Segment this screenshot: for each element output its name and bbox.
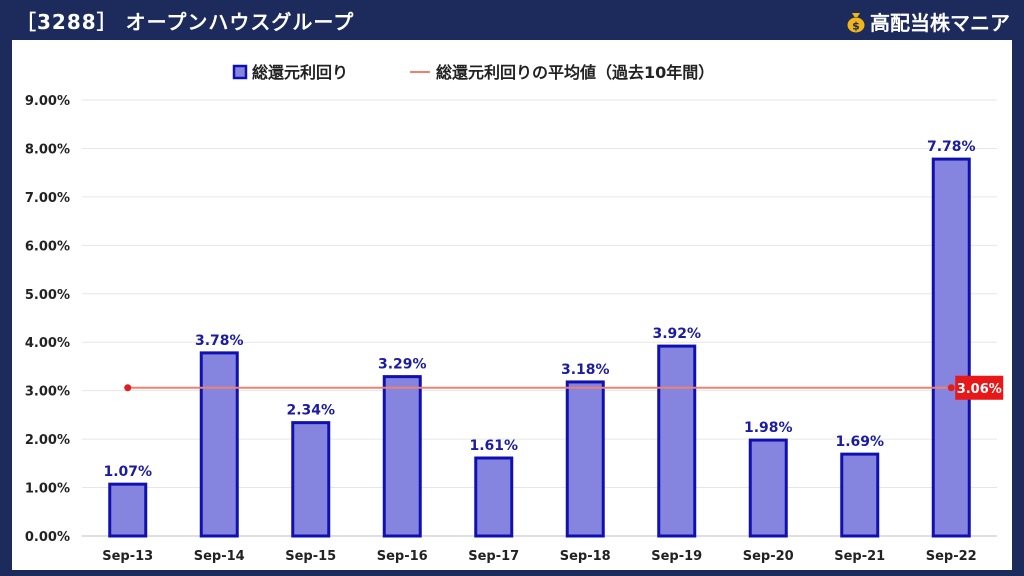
bar xyxy=(199,351,239,538)
bar xyxy=(382,375,422,538)
bar xyxy=(840,452,880,538)
bar xyxy=(291,421,331,538)
bar xyxy=(108,482,148,538)
average-marker xyxy=(124,384,132,392)
data-label: 1.61% xyxy=(469,438,518,454)
x-tick-label: Sep-17 xyxy=(468,549,519,564)
data-label: 3.78% xyxy=(195,333,244,349)
y-tick-label: 6.00% xyxy=(25,239,70,254)
y-tick-label: 5.00% xyxy=(25,288,70,303)
data-label: 1.98% xyxy=(744,420,793,436)
bar xyxy=(565,380,605,538)
money-bag-icon: $ xyxy=(847,12,865,32)
y-tick-label: 8.00% xyxy=(25,142,70,157)
data-label: 1.07% xyxy=(103,464,152,480)
data-label: 3.29% xyxy=(378,357,427,373)
data-label: 3.92% xyxy=(652,326,701,342)
y-tick-label: 9.00% xyxy=(25,94,70,109)
y-tick-label: 4.00% xyxy=(25,336,70,351)
average-badge xyxy=(955,375,1004,400)
x-tick-label: Sep-16 xyxy=(377,549,428,564)
bar xyxy=(657,344,697,538)
average-label: 3.06% xyxy=(957,382,1002,397)
header-bar: ［3288］ オープンハウスグループ $ 高配当株マニア xyxy=(0,0,1024,40)
x-tick-label: Sep-21 xyxy=(834,549,885,564)
x-tick-label: Sep-14 xyxy=(194,549,245,564)
y-tick-label: 2.00% xyxy=(25,433,70,448)
x-tick-label: Sep-15 xyxy=(285,549,336,564)
x-tick-label: Sep-22 xyxy=(926,549,977,564)
brand-logo: $ 高配当株マニア xyxy=(846,7,1010,36)
bar xyxy=(748,438,788,538)
x-tick-label: Sep-18 xyxy=(560,549,611,564)
legend-bar-label: 総還元利回り xyxy=(252,63,348,82)
dividend-yield-chart: 0.00% 1.00% 2.00% 3.00% 4.00% 5.00% 6.00% 7.00%… xyxy=(25,63,1004,564)
x-tick-label: Sep-19 xyxy=(651,549,702,564)
data-label: 2.34% xyxy=(286,403,335,419)
y-tick-label: 0.00% xyxy=(25,530,70,545)
y-tick-label: 7.00% xyxy=(25,191,70,206)
average-marker xyxy=(947,384,955,392)
data-label: 3.18% xyxy=(561,362,610,378)
legend-line-label: 総還元利回りの平均値（過去10年間） xyxy=(436,63,714,82)
x-tick-label: Sep-13 xyxy=(102,549,153,564)
y-tick-label: 1.00% xyxy=(25,482,70,497)
chart-panel: 0.00% 1.00% 2.00% 3.00% 4.00% 5.00% 6.00% 7.00%… xyxy=(12,40,1012,570)
data-label: 7.78% xyxy=(927,139,976,155)
data-label: 1.69% xyxy=(835,434,884,450)
x-tick-label: Sep-20 xyxy=(743,549,794,564)
legend-bar-swatch xyxy=(232,64,248,80)
bar xyxy=(931,157,971,538)
page-title: ［3288］ オープンハウスグループ xyxy=(16,10,355,34)
y-tick-label: 3.00% xyxy=(25,385,70,400)
brand-name: 高配当株マニア xyxy=(870,11,1010,35)
bar xyxy=(474,456,514,538)
svg-text:$: $ xyxy=(852,19,860,32)
